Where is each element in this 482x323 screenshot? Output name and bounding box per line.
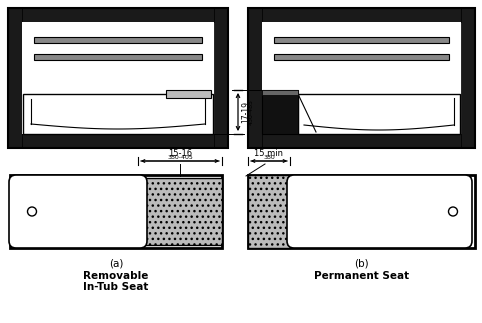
Text: Permanent Seat: Permanent Seat	[314, 271, 409, 281]
Text: 17-19: 17-19	[241, 101, 250, 123]
Bar	[274, 54, 449, 60]
Bar	[8, 8, 228, 148]
Bar	[262, 22, 461, 134]
Bar	[214, 8, 228, 148]
Text: (a): (a)	[109, 258, 123, 268]
Bar	[34, 37, 202, 43]
Bar	[10, 175, 222, 248]
Bar	[34, 54, 202, 60]
Text: 380: 380	[263, 155, 275, 160]
Bar	[274, 37, 449, 43]
Text: Removable: Removable	[83, 271, 148, 281]
Bar	[8, 134, 228, 148]
Circle shape	[448, 207, 457, 216]
Text: 380-405: 380-405	[167, 155, 193, 160]
Bar	[248, 175, 290, 248]
Text: 430-485: 430-485	[249, 99, 254, 125]
Bar	[298, 94, 460, 134]
Bar	[22, 22, 214, 134]
Text: In-Tub Seat: In-Tub Seat	[83, 282, 148, 292]
Bar	[262, 90, 298, 95]
Circle shape	[27, 207, 37, 216]
Bar	[248, 175, 475, 248]
Bar	[166, 90, 211, 98]
Text: (b): (b)	[354, 258, 369, 268]
FancyBboxPatch shape	[287, 175, 472, 248]
Bar	[138, 178, 222, 245]
Bar	[248, 8, 262, 148]
Bar	[23, 94, 213, 134]
Text: 15-16: 15-16	[168, 149, 192, 158]
Bar	[461, 8, 475, 148]
Bar	[248, 134, 475, 148]
Bar	[8, 8, 228, 22]
FancyBboxPatch shape	[9, 175, 147, 248]
Text: 15 min: 15 min	[254, 149, 283, 158]
Bar	[8, 8, 22, 148]
Bar	[262, 90, 298, 134]
Bar	[248, 8, 475, 148]
Bar	[248, 8, 475, 22]
